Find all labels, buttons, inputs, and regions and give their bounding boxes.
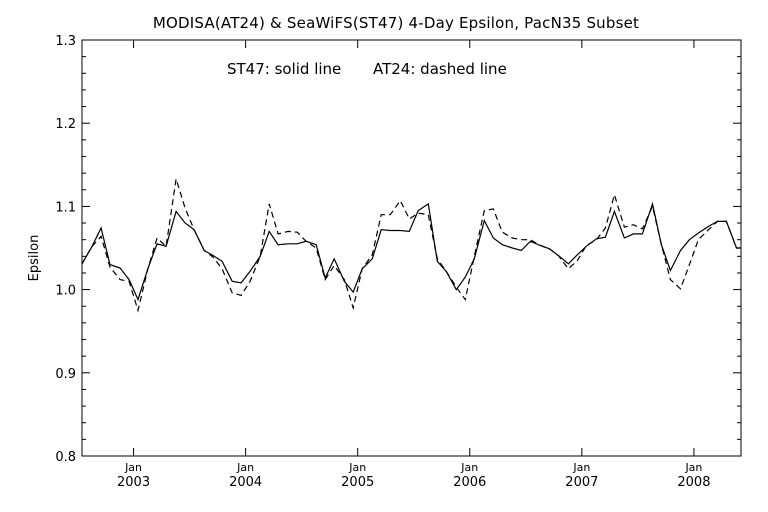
series-line-at24 [81, 178, 741, 313]
y-tick-label: 0.8 [55, 450, 76, 465]
x-tick-month: Jan [684, 461, 702, 474]
legend-note-solid: ST47: solid line [227, 60, 341, 78]
x-tick-month: Jan [124, 461, 142, 474]
plot-area: 0.80.91.01.11.21.3Jan2003Jan2004Jan2005J… [55, 34, 742, 490]
y-tick-label: 0.9 [55, 367, 76, 382]
x-tick-month: Jan [348, 461, 366, 474]
x-tick-year: 2005 [341, 475, 374, 490]
chart-title: MODISA(AT24) & SeaWiFS(ST47) 4-Day Epsil… [153, 14, 639, 32]
x-tick-month: Jan [572, 461, 590, 474]
y-tick-label: 1.3 [55, 34, 76, 49]
y-tick-label: 1.1 [55, 200, 76, 215]
legend-note-dashed: AT24: dashed line [373, 60, 507, 78]
x-tick-year: 2003 [117, 475, 150, 490]
y-tick-label: 1.2 [55, 117, 76, 132]
x-tick-year: 2007 [565, 475, 598, 490]
y-axis-label: Epsilon [27, 235, 42, 282]
x-tick-year: 2008 [677, 475, 710, 490]
series-line-st47 [81, 201, 741, 302]
x-tick-month: Jan [236, 461, 254, 474]
x-tick-month: Jan [460, 461, 478, 474]
x-tick-year: 2006 [453, 475, 486, 490]
y-tick-label: 1.0 [55, 284, 76, 299]
x-tick-year: 2004 [229, 475, 262, 490]
plot-frame [81, 39, 742, 457]
